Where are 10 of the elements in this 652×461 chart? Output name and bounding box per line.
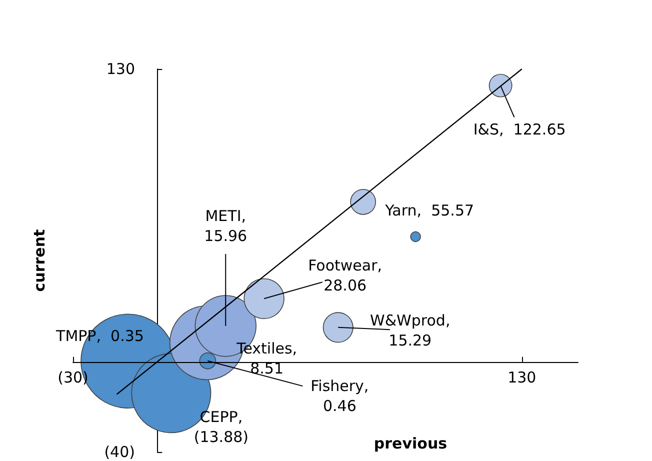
y-axis-title: current <box>30 229 48 292</box>
data-label: Fishery, 0.46 <box>310 376 369 415</box>
x-axis-title: previous <box>374 434 448 452</box>
data-label: Footwear, 28.06 <box>308 256 382 295</box>
data-label: CEPP, (13.88) <box>194 408 249 446</box>
y-tick-label: (40) <box>104 443 135 461</box>
data-label: I&S, 122.65 <box>473 120 566 139</box>
data-label: METI, 15.96 <box>204 206 248 245</box>
data-label: Yarn, 55.57 <box>384 202 474 220</box>
data-label: W&Wprod, 15.29 <box>370 311 450 350</box>
